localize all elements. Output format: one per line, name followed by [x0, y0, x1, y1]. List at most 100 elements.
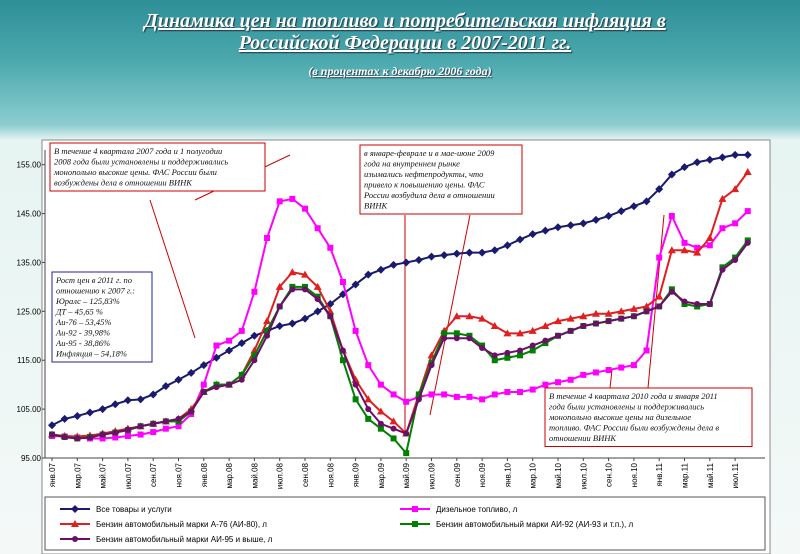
point [188, 408, 195, 415]
point [440, 251, 449, 260]
x-tick-label: мар.10 [529, 462, 538, 488]
point [150, 429, 157, 436]
point [415, 396, 422, 403]
legend-marker [71, 520, 79, 527]
point [251, 352, 258, 359]
annotation-text: топливо. ФАС России были возбуждены дела… [549, 423, 719, 433]
point [681, 239, 688, 246]
legend-marker [72, 536, 78, 542]
point [591, 309, 600, 317]
point [528, 326, 537, 334]
point [591, 215, 600, 224]
point [441, 330, 448, 337]
y-tick-label: 155.00 [17, 161, 42, 170]
point [516, 329, 525, 337]
point [466, 335, 473, 342]
point [389, 260, 398, 269]
point [618, 364, 625, 371]
point [694, 244, 701, 251]
point [339, 347, 346, 354]
legend-marker [71, 505, 79, 513]
point [656, 303, 663, 310]
x-tick-label: янв.07 [48, 462, 57, 487]
x-tick-label: мар.11 [681, 462, 690, 487]
point [377, 425, 384, 432]
point [251, 357, 258, 364]
annotation-text: Аи-95 - 38,86% [55, 338, 110, 348]
point [693, 158, 702, 167]
point [529, 342, 536, 349]
point [123, 396, 132, 405]
legend-marker [412, 521, 418, 527]
point [478, 314, 487, 322]
point [238, 371, 245, 378]
point [199, 361, 208, 370]
point [706, 242, 713, 249]
point [580, 371, 587, 378]
point [630, 313, 637, 320]
point [61, 433, 68, 440]
y-tick-label: 105.00 [17, 405, 42, 414]
point [705, 234, 714, 241]
point [250, 331, 259, 340]
point [162, 418, 169, 425]
point [642, 302, 651, 310]
point [542, 337, 549, 344]
point [743, 168, 752, 175]
x-tick-label: мар.07 [73, 462, 82, 488]
annotation-text: года на внутреннем рынке [364, 159, 460, 169]
x-tick-label: май.10 [554, 462, 563, 488]
point [566, 314, 575, 322]
annotation-text: возбуждены дела в отношении ВИНК [54, 178, 193, 188]
annotation-text: монопольно высокие цены на дизельное [548, 412, 691, 422]
point [441, 391, 448, 398]
point [617, 307, 626, 315]
x-tick-label: янв.08 [200, 462, 209, 487]
point [428, 391, 435, 398]
point [731, 150, 740, 159]
point [264, 332, 271, 339]
point [352, 327, 359, 334]
point [592, 369, 599, 376]
point [276, 198, 283, 205]
point [744, 208, 751, 215]
point [365, 362, 372, 369]
y-tick-label: 135.00 [17, 258, 42, 267]
point [680, 163, 689, 172]
subtitle: (в процентах к декабрю 2006 года) [308, 64, 492, 78]
y-tick-label: 145.00 [17, 210, 42, 219]
point [73, 411, 82, 420]
point [365, 415, 372, 422]
point [302, 205, 308, 212]
x-tick-label: ноя.10 [630, 462, 639, 487]
annotation-text: Аи-92 - 39,98% [55, 328, 110, 338]
annotation-text: ВИНК [364, 201, 388, 211]
point [743, 150, 752, 159]
point [541, 226, 550, 235]
point [149, 390, 158, 399]
point [643, 347, 650, 354]
point [288, 268, 297, 276]
point [276, 303, 283, 310]
annotation-text: Юралс – 125,83% [55, 296, 120, 306]
point [175, 423, 182, 430]
point [275, 322, 284, 330]
point [302, 286, 308, 293]
annotation-text: ДТ – 45,65 % [55, 307, 103, 317]
point [579, 219, 588, 228]
x-tick-label: мар.08 [225, 462, 234, 488]
annotation-box [51, 271, 153, 363]
point [453, 330, 460, 337]
x-tick-label: янв.10 [503, 462, 512, 487]
point [744, 239, 751, 246]
point [112, 434, 119, 441]
annotation-text: 2008 года были установлены и поддерживал… [54, 157, 228, 167]
x-tick-label: сен.09 [453, 462, 462, 487]
x-tick-label: май.09 [402, 462, 411, 488]
annotation-text: В течение 4 квартала 2010 года и января … [549, 391, 718, 401]
point [453, 393, 460, 400]
point [517, 352, 524, 359]
point [718, 194, 727, 202]
point [567, 327, 574, 334]
